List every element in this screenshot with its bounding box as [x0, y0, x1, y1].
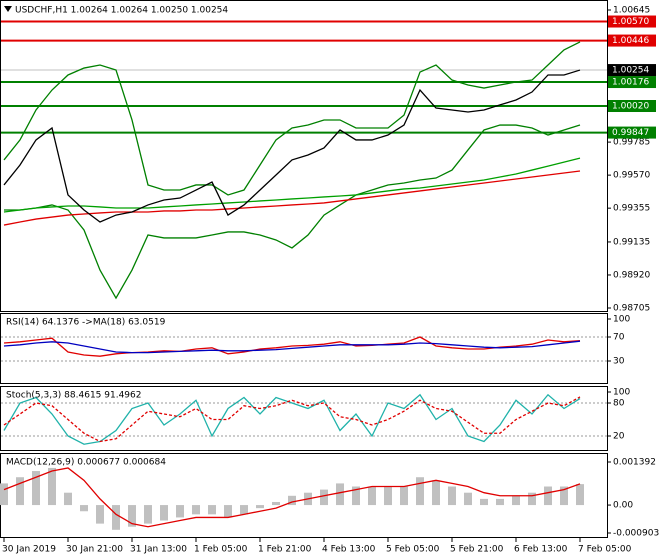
histogram-bar	[48, 467, 56, 506]
histogram-bar	[416, 477, 424, 506]
y-tick-label: 100	[613, 315, 630, 325]
x-tick-label: 4 Feb 13:00	[322, 545, 376, 555]
level-label: 1.00020	[612, 102, 649, 112]
x-tick-label: 5 Feb 05:00	[386, 545, 440, 555]
y-tick-label: 80	[613, 399, 625, 409]
y-tick-label: 0.001392	[613, 458, 656, 468]
histogram-bar	[160, 505, 168, 521]
y-tick-label: 0.99355	[613, 204, 650, 214]
x-tick-label: 1 Feb 21:00	[258, 545, 312, 555]
panel-title: Stoch(5,3,3) 88.4615 91.4962	[6, 391, 141, 401]
series-line	[3, 41, 581, 196]
y-tick-label: 0.99785	[613, 138, 650, 148]
histogram-bar	[480, 498, 488, 506]
x-tick-label: 30 Jan 21:00	[66, 545, 123, 555]
histogram-bar	[448, 486, 456, 506]
y-tick-label: 70	[613, 333, 625, 343]
histogram-bar	[512, 495, 520, 506]
panel-title: RSI(14) 64.1376 ->MA(18) 63.0519	[6, 318, 166, 328]
histogram-bar	[496, 498, 504, 506]
stoch-panel	[0, 386, 608, 451]
histogram-bar	[464, 492, 472, 506]
level-label: 1.00446	[612, 36, 649, 46]
histogram-bar	[352, 486, 360, 506]
y-tick-label: 20	[613, 432, 625, 442]
histogram-bar	[128, 505, 136, 527]
level-box	[608, 15, 656, 28]
x-tick-label: 6 Feb 13:00	[514, 545, 568, 555]
level-label: 1.00570	[612, 17, 649, 27]
symbol-icon	[4, 6, 12, 12]
panel-title: USDCHF,H1 1.00264 1.00264 1.00250 1.0025…	[15, 6, 228, 16]
series-line	[3, 467, 581, 528]
histogram-bar	[432, 480, 440, 506]
level-box	[608, 76, 656, 89]
histogram-bar	[64, 492, 72, 506]
rsi-panel	[0, 313, 608, 384]
x-tick-label: 7 Feb 05:00	[578, 545, 632, 555]
level-box	[608, 126, 656, 139]
histogram-bar	[320, 489, 328, 506]
histogram-bar	[368, 486, 376, 506]
series-line	[3, 340, 581, 354]
histogram-bar	[224, 505, 232, 518]
series-line	[3, 170, 581, 226]
y-tick-label: 0.99570	[613, 171, 650, 181]
level-box	[608, 34, 656, 47]
histogram-bar	[576, 484, 584, 506]
histogram-bar	[192, 505, 200, 515]
histogram-bar	[112, 505, 120, 530]
level-label: 1.00176	[612, 78, 649, 88]
x-tick-label: 31 Jan 13:00	[130, 545, 187, 555]
y-tick-label: 0.98920	[613, 270, 650, 280]
panel-title: MACD(12,26,9) 0.000677 0.000684	[6, 458, 166, 468]
series-line	[3, 336, 581, 357]
y-tick-label: 1.00645	[613, 6, 650, 16]
histogram-bar	[544, 486, 552, 506]
last-price-box	[608, 64, 656, 77]
series-line	[3, 157, 581, 213]
histogram-bar	[32, 471, 40, 506]
histogram-bar	[272, 501, 280, 506]
histogram-bar	[80, 505, 88, 512]
histogram-bar	[0, 483, 8, 506]
series-line	[4, 124, 581, 300]
histogram-bar	[240, 505, 248, 515]
level-box	[608, 100, 656, 113]
y-tick-label: 0.98705	[613, 304, 650, 314]
x-tick-label: 30 Jan 2019	[2, 545, 56, 555]
histogram-bar	[176, 505, 184, 518]
level-label: 0.99847	[612, 128, 649, 138]
histogram-bar	[336, 483, 344, 506]
histogram-bar	[16, 477, 24, 506]
histogram-bar	[560, 486, 568, 506]
histogram-bar	[384, 486, 392, 506]
x-tick-label: 1 Feb 05:00	[194, 545, 248, 555]
y-tick-label: 0.99135	[613, 237, 650, 247]
series-line	[3, 69, 581, 223]
histogram-bar	[400, 486, 408, 506]
last-price-label: 1.00254	[612, 66, 649, 76]
y-tick-label: -0.000903	[613, 529, 659, 539]
histogram-bar	[288, 495, 296, 506]
series-line	[3, 396, 581, 443]
histogram-bar	[528, 492, 536, 506]
y-tick-label: 100	[613, 388, 630, 398]
histogram-bar	[144, 505, 152, 524]
y-tick-label: 0.00	[613, 501, 633, 511]
histogram-bar	[208, 505, 216, 515]
histogram-bar	[96, 505, 104, 524]
y-tick-label: 30	[613, 357, 625, 367]
histogram-bar	[256, 505, 264, 509]
x-tick-label: 5 Feb 21:00	[450, 545, 504, 555]
main-panel	[0, 0, 608, 312]
